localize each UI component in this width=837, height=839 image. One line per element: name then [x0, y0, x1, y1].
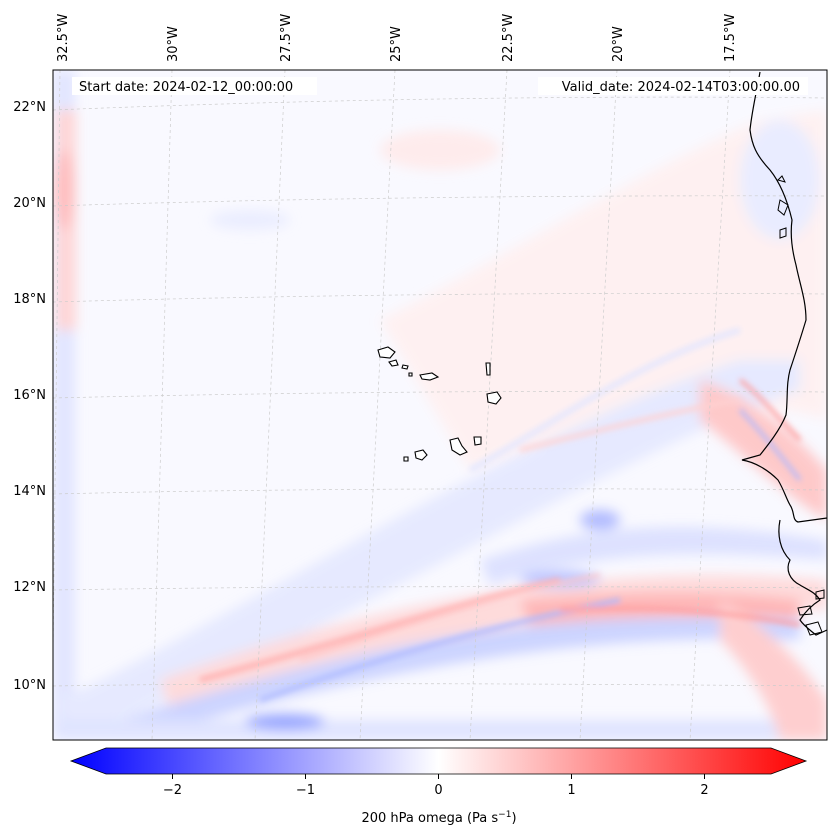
valid-date-label: Valid_date: 2024-02-14T03:00:00.00 [562, 80, 800, 95]
colorbar: −2 −1 0 1 2 200 hPa omega (Pa s−1) [69, 747, 808, 826]
coastal-islands [777, 175, 825, 636]
lat-tick-label: 22°N [13, 100, 46, 115]
start-date-box [72, 77, 317, 95]
lon-tick-label: 32.5°W [56, 14, 71, 62]
colorbar-tick-label: 0 [434, 783, 442, 798]
colorbar-tick-label: −2 [163, 783, 182, 798]
coastline [741, 71, 828, 523]
graticule [53, 70, 827, 740]
map-frame [52, 69, 828, 741]
coastline-south [778, 519, 828, 636]
lat-tick-label: 10°N [13, 678, 46, 693]
lat-tick-label: 12°N [13, 580, 46, 595]
lat-tick-label: 14°N [13, 484, 46, 499]
longitude-labels: 32.5°W 30°W 27.5°W 25°W 22.5°W 20°W 17.5… [56, 14, 738, 62]
lat-tick-label: 18°N [13, 292, 46, 307]
colorbar-tick-label: −1 [296, 783, 315, 798]
lon-tick-label: 25°W [389, 26, 404, 62]
lon-tick-label: 20°W [611, 26, 626, 62]
lon-tick-label: 17.5°W [723, 14, 738, 62]
map-panel: Start date: 2024-02-12_00:00:00 Valid_da… [52, 69, 828, 741]
lon-tick-label: 22.5°W [501, 14, 516, 62]
valid-date-box [538, 77, 808, 95]
colorbar-label: 200 hPa omega (Pa s−1) [361, 810, 516, 826]
colorbar-ticks: −2 −1 0 1 2 [163, 774, 709, 798]
lat-tick-label: 16°N [13, 388, 46, 403]
lon-tick-label: 30°W [166, 26, 181, 62]
lon-tick-label: 27.5°W [279, 14, 294, 62]
colorbar-tick-label: 1 [567, 783, 575, 798]
latitude-labels: 22°N 20°N 18°N 16°N 14°N 12°N 10°N [13, 100, 46, 693]
omega-field [53, 70, 827, 740]
cape-verde-islands [377, 346, 502, 462]
colorbar-bar [69, 747, 808, 775]
colorbar-tick-label: 2 [700, 783, 708, 798]
start-date-label: Start date: 2024-02-12_00:00:00 [79, 80, 293, 95]
lat-tick-label: 20°N [13, 196, 46, 211]
